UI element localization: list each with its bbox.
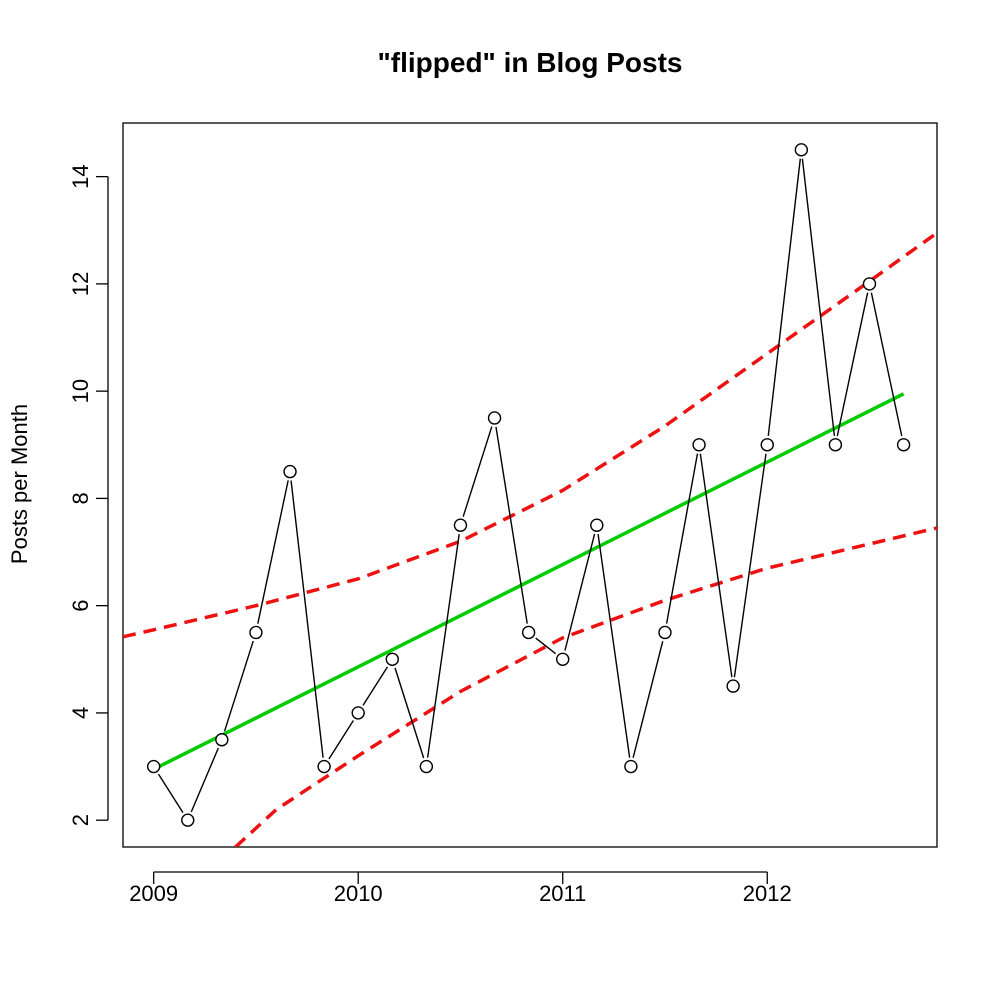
data-point: [726, 679, 740, 693]
observed-segment: [836, 292, 869, 437]
data-point: [317, 759, 331, 774]
observed-segment: [801, 158, 836, 436]
data-point: [419, 759, 434, 774]
plot-area: 2009 2010 2011 2012 2 4 6 8 10 12 14: [68, 122, 938, 906]
observed-segment: [223, 640, 254, 732]
upper-bound-line: [123, 231, 937, 639]
x-tick-label: 2011: [539, 881, 586, 906]
data-point: [283, 464, 297, 479]
observed-segment: [290, 480, 324, 758]
y-tick-label: 4: [68, 707, 93, 719]
data-point: [215, 733, 229, 747]
data-point: [658, 625, 672, 640]
data-point: [896, 438, 911, 452]
observed-segment: [733, 453, 767, 678]
observed-segment: [564, 533, 596, 651]
data-point: [453, 518, 468, 532]
chart-title: "flipped" in Blog Posts: [378, 47, 683, 78]
data-point: [181, 813, 195, 827]
observed-segment: [870, 292, 903, 437]
observed-segment: [597, 534, 631, 758]
observed-segment: [328, 720, 354, 760]
observed-segment: [257, 480, 289, 624]
observed-segment: [394, 667, 425, 759]
trend-line: [152, 392, 905, 771]
data-point: [794, 143, 809, 157]
data-point: [556, 652, 570, 666]
data-point: [487, 411, 502, 425]
x-tick-label: 2009: [129, 881, 178, 906]
data-point: [249, 625, 263, 640]
lower-bound-line: [234, 526, 937, 847]
y-axis-label: Posts per Month: [7, 404, 32, 564]
data-point: [590, 518, 604, 532]
plot-frame: [122, 122, 938, 848]
observed-segment: [767, 158, 802, 436]
y-tick-label: 12: [68, 272, 93, 296]
data-point: [862, 277, 877, 291]
x-tick-label: 2010: [334, 881, 383, 906]
observed-segment: [426, 534, 460, 758]
y-tick-label: 6: [68, 600, 93, 612]
observed-segment: [362, 666, 389, 706]
data-point: [624, 759, 638, 774]
y-tick-label: 10: [68, 379, 93, 403]
observed-segment: [632, 641, 664, 759]
observed-segment: [699, 453, 733, 678]
y-tick-label: 14: [68, 164, 93, 188]
observed-segment: [665, 453, 699, 624]
data-point: [692, 438, 706, 452]
observed-segment: [157, 773, 184, 813]
data-point: [146, 759, 161, 774]
y-tick-label: 2: [68, 814, 93, 826]
x-tick-label: 2012: [743, 881, 792, 906]
observed-segment: [495, 426, 528, 624]
data-point: [351, 706, 365, 720]
observed-segment: [190, 747, 219, 813]
data-point: [760, 438, 774, 452]
observed-segment: [535, 637, 557, 655]
data-point: [385, 652, 399, 666]
observed-segment: [462, 426, 493, 517]
data-point: [828, 438, 843, 452]
data-point: [521, 625, 536, 640]
y-tick-label: 8: [68, 492, 93, 504]
